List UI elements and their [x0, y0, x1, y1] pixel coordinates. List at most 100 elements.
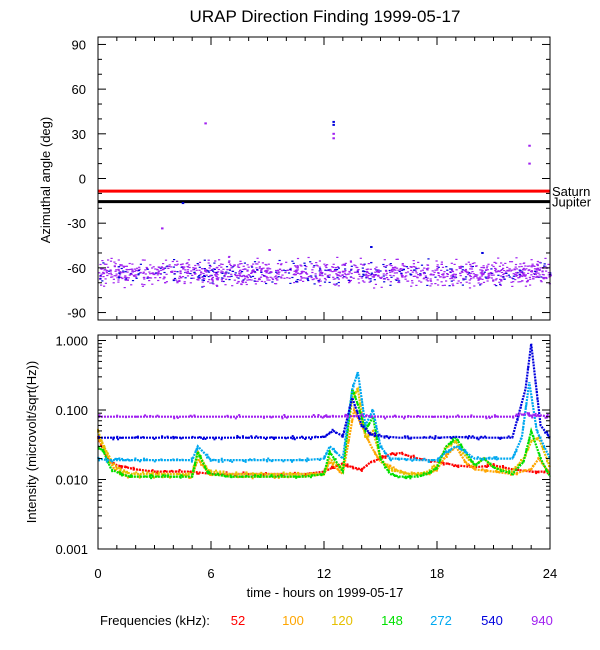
band-point [547, 274, 550, 276]
series-272-point [145, 458, 148, 461]
band-point [197, 278, 200, 280]
series-100-point [202, 464, 205, 467]
outlier-point [370, 246, 373, 249]
series-540-point [438, 437, 441, 440]
series-148-point [121, 474, 124, 477]
series-272-point [470, 456, 473, 459]
series-540-point [270, 436, 273, 439]
band-point [538, 274, 541, 276]
series-272-point [212, 458, 215, 461]
series-148-point [150, 477, 153, 480]
band-point [343, 273, 347, 275]
series-540-point [220, 438, 223, 441]
series-148-point [191, 473, 194, 476]
band-point [211, 278, 214, 280]
band-point [530, 270, 533, 272]
band-point [295, 271, 298, 273]
legend-entry-940: 940 [531, 613, 553, 628]
band-point [115, 275, 118, 277]
band-point [299, 279, 302, 281]
band-point [498, 281, 501, 283]
band-point [200, 272, 203, 274]
y-tick-label: 0 [79, 172, 86, 187]
series-940-point [226, 414, 229, 417]
band-point [164, 267, 167, 269]
series-148-point [511, 473, 514, 476]
band-point [369, 278, 372, 280]
band-point [236, 282, 239, 284]
band-point [414, 270, 417, 272]
series-120-point [506, 471, 509, 474]
band-point [195, 269, 198, 271]
band-point [500, 271, 503, 274]
band-point [420, 264, 424, 266]
series-272-point [325, 452, 328, 455]
band-point [228, 268, 231, 270]
band-point [211, 269, 214, 271]
series-52-point [501, 464, 504, 467]
band-point [373, 274, 376, 276]
series-100-point [373, 450, 376, 453]
band-point [293, 265, 297, 267]
band-point [318, 273, 322, 275]
band-point [431, 270, 434, 272]
band-point [373, 275, 376, 277]
series-52-point [132, 468, 135, 471]
series-940-point [149, 414, 152, 417]
band-point [388, 269, 391, 272]
band-point [499, 275, 502, 277]
series-120-point [410, 472, 413, 475]
series-100-point [99, 439, 102, 442]
band-point [434, 276, 437, 278]
series-540-point [324, 435, 327, 438]
series-100-point [465, 463, 468, 466]
band-point [304, 268, 307, 270]
band-point [399, 268, 402, 270]
series-100-point [530, 468, 533, 471]
series-100-point [347, 438, 350, 441]
band-point [329, 270, 332, 272]
series-272-point [531, 402, 534, 405]
azimuth-outliers [161, 120, 531, 254]
band-point [469, 268, 472, 270]
series-148-point [194, 464, 197, 467]
band-point [366, 276, 369, 278]
band-point [117, 266, 120, 268]
band-point [230, 275, 233, 277]
series-148-point [475, 464, 478, 467]
band-point [503, 272, 506, 274]
band-point [324, 273, 327, 275]
band-point [154, 272, 157, 274]
series-148-point [489, 462, 492, 465]
band-point [411, 271, 414, 273]
series-540-line [98, 343, 551, 439]
band-point [115, 273, 118, 275]
series-540-point [516, 418, 519, 421]
series-100-point [413, 472, 416, 475]
series-148-point [328, 452, 331, 455]
series-540-point [378, 433, 381, 436]
band-point [219, 263, 223, 265]
series-120-point [385, 463, 388, 466]
band-point [170, 271, 173, 273]
band-point [511, 269, 514, 271]
series-120-point [103, 446, 106, 449]
band-point [404, 278, 407, 280]
band-point [509, 270, 512, 272]
series-52-point [456, 465, 459, 468]
band-point [533, 276, 536, 278]
band-point [452, 276, 455, 278]
band-point [285, 261, 288, 263]
series-272-point [128, 459, 131, 462]
series-272-point [355, 375, 358, 378]
band-point [525, 281, 529, 283]
band-point [126, 271, 129, 273]
band-point [316, 265, 319, 267]
band-point [162, 278, 165, 280]
band-point [118, 277, 121, 279]
y-tick-label: 60 [72, 82, 86, 97]
band-point [348, 271, 351, 273]
series-272-point [190, 460, 193, 463]
series-540-point [507, 435, 510, 438]
band-point [394, 266, 397, 268]
